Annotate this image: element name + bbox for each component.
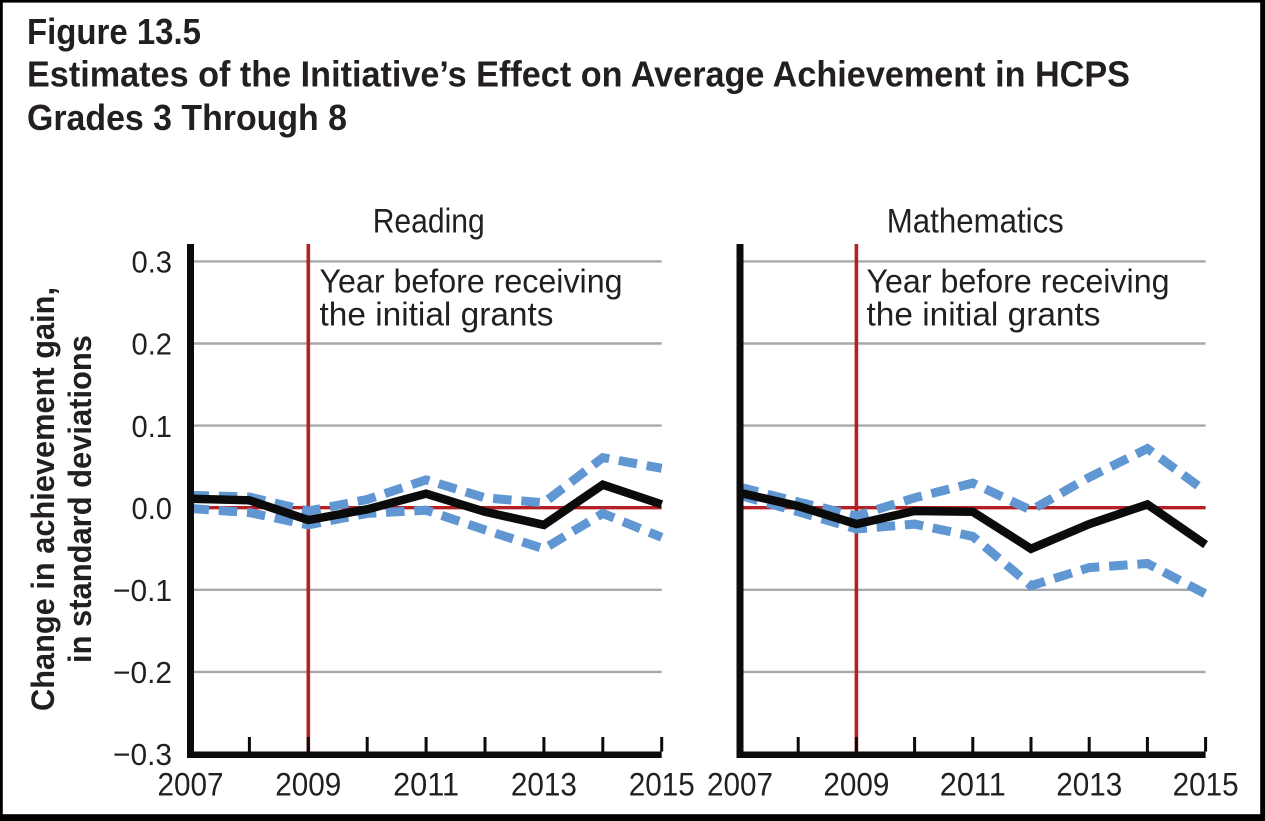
svg-text:Mathematics: Mathematics xyxy=(887,203,1064,241)
svg-text:2015: 2015 xyxy=(1173,767,1239,803)
svg-text:2013: 2013 xyxy=(1056,767,1122,803)
svg-text:0.1: 0.1 xyxy=(132,409,173,444)
svg-text:2015: 2015 xyxy=(629,767,695,803)
svg-text:the initial grants: the initial grants xyxy=(867,296,1101,333)
svg-text:2009: 2009 xyxy=(275,767,341,803)
svg-text:2009: 2009 xyxy=(823,767,889,803)
svg-text:Reading: Reading xyxy=(373,203,485,241)
svg-text:2007: 2007 xyxy=(707,767,773,803)
svg-text:0.0: 0.0 xyxy=(132,491,173,526)
svg-text:0.3: 0.3 xyxy=(132,245,173,280)
svg-text:2011: 2011 xyxy=(940,767,1006,803)
svg-text:Figure 13.5: Figure 13.5 xyxy=(27,11,201,52)
svg-text:in standard deviations: in standard deviations xyxy=(62,335,98,663)
svg-text:Year before receiving: Year before receiving xyxy=(867,263,1170,300)
svg-text:the initial grants: the initial grants xyxy=(320,296,554,333)
svg-text:Estimates of the Initiative’s: Estimates of the Initiative’s Effect on … xyxy=(27,54,1130,95)
svg-text:Grades 3 Through 8: Grades 3 Through 8 xyxy=(27,97,347,138)
svg-text:2011: 2011 xyxy=(393,767,459,803)
svg-text:Change in achievement gain,: Change in achievement gain, xyxy=(25,287,61,711)
svg-text:Year before receiving: Year before receiving xyxy=(320,263,623,300)
svg-text:0.2: 0.2 xyxy=(132,327,173,362)
svg-text:−0.3: −0.3 xyxy=(113,737,172,772)
svg-text:2013: 2013 xyxy=(511,767,577,803)
svg-text:2007: 2007 xyxy=(158,767,224,803)
svg-text:−0.1: −0.1 xyxy=(113,573,172,608)
svg-text:−0.2: −0.2 xyxy=(113,655,172,690)
